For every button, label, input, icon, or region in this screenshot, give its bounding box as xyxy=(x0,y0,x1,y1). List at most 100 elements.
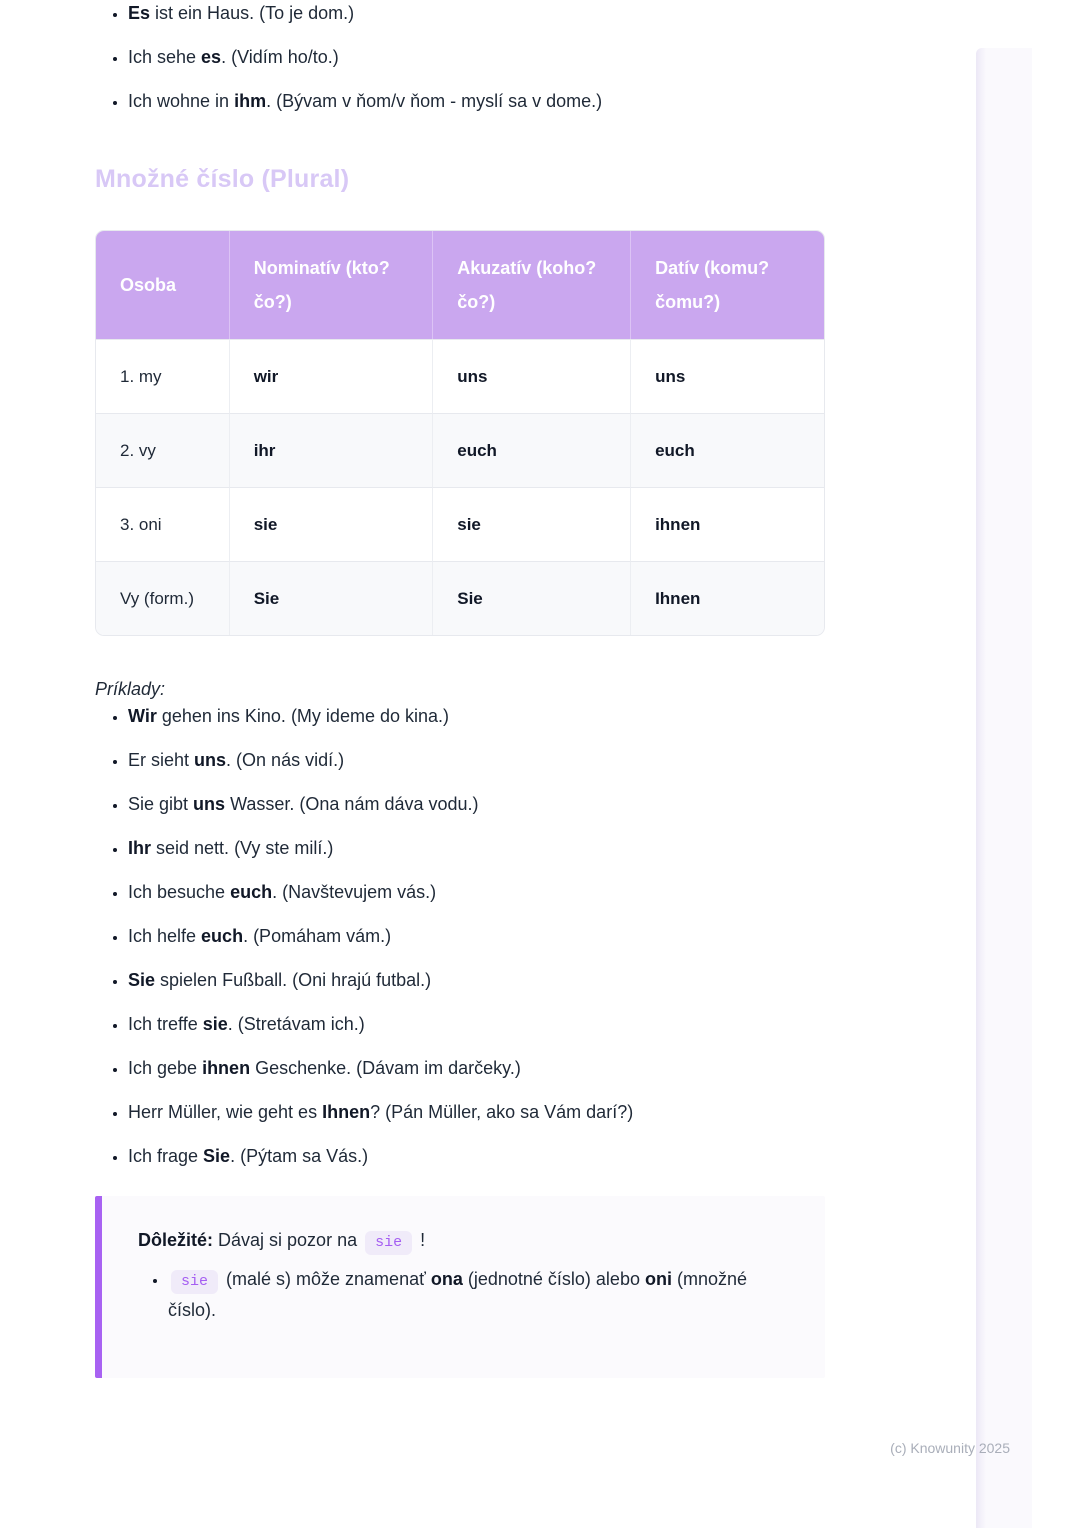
bold-text: uns xyxy=(194,750,227,770)
text-segment: Ich besuche xyxy=(128,882,231,902)
text-segment: Herr Müller, wie geht es xyxy=(128,1102,323,1122)
text-segment: ! xyxy=(415,1230,426,1250)
pronoun-cell: ihr xyxy=(229,413,434,487)
pronoun-cell: euch xyxy=(631,413,824,487)
text-segment: Ich sehe xyxy=(128,47,202,67)
pronoun-cell: Ihnen xyxy=(631,561,824,635)
table-header-cell: Nominatív (kto? čo?) xyxy=(229,231,434,339)
text-segment: Wasser. (Ona nám dáva vodu.) xyxy=(225,794,479,814)
bold-text: ihnen xyxy=(202,1058,251,1078)
list-item: Ich frage Sie. (Pýtam sa Vás.) xyxy=(128,1143,825,1170)
table-head: Osoba Nominatív (kto? čo?) Akuzatív (koho?… xyxy=(96,231,824,339)
pronoun-cell: wir xyxy=(229,339,434,413)
inline-code-chip: sie xyxy=(171,1270,219,1294)
text-segment: (jednotné číslo) alebo xyxy=(462,1269,645,1289)
list-item: Ihr seid nett. (Vy ste milí.) xyxy=(128,835,825,862)
text-segment: seid nett. (Vy ste milí.) xyxy=(151,838,334,858)
list-item: Herr Müller, wie geht es Ihnen? (Pán Mül… xyxy=(128,1099,825,1126)
text-segment: Ich gebe xyxy=(128,1058,203,1078)
examples-bullet-list: Wir gehen ins Kino. (My ideme do kina.) E… xyxy=(95,703,825,1170)
pronoun-cell: sie xyxy=(229,487,434,561)
list-item: Er sieht uns. (On nás vidí.) xyxy=(128,747,825,774)
text-segment: (množné číslo). xyxy=(168,1269,748,1320)
text-segment: ist ein Haus. (To je dom.) xyxy=(150,3,355,23)
text-segment: Ich helfe xyxy=(128,926,202,946)
person-cell: 1. my xyxy=(96,339,230,413)
text-segment: . (Stretávam ich.) xyxy=(227,1014,365,1034)
table-body: 1. my wir uns uns 2. vy ihr euch euch 3. oni sie s… xyxy=(96,339,824,635)
text-segment: Ich frage xyxy=(128,1146,204,1166)
text-segment: spielen Fußball. (Oni hrajú futbal.) xyxy=(155,970,432,990)
list-item: sie (malé s) môže znamenať ona (jednotné… xyxy=(168,1264,797,1326)
list-item: Ich wohne in ihm. (Bývam v ňom/v ňom - m… xyxy=(128,88,825,115)
pronoun-cell: ihnen xyxy=(631,487,824,561)
list-item: Es ist ein Haus. (To je dom.) xyxy=(128,0,825,27)
table-row: 3. oni sie sie ihnen xyxy=(96,487,824,561)
table-row: 1. my wir uns uns xyxy=(96,339,824,413)
text-segment: . (Pýtam sa Vás.) xyxy=(230,1146,369,1166)
list-item: Ich sehe es. (Vidím ho/to.) xyxy=(128,44,825,71)
text-segment: Ich treffe xyxy=(128,1014,203,1034)
document-content: Es ist ein Haus. (To je dom.) Ich sehe es… xyxy=(95,0,825,1378)
text-segment: . (Vidím ho/to.) xyxy=(221,47,339,67)
section-heading: Množné číslo (Plural) xyxy=(95,165,350,193)
text-segment: Sie gibt xyxy=(128,794,194,814)
important-callout: Dôležité: Dávaj si pozor na sie ! sie (m… xyxy=(95,1196,825,1378)
examples-label: Príklady: xyxy=(95,679,166,699)
callout-title: Dôležité: Dávaj si pozor na sie ! xyxy=(138,1225,797,1255)
text-segment: Ich wohne in xyxy=(128,91,235,111)
copyright-label: (c) Knowunity 2025 xyxy=(890,1440,1010,1456)
inline-code-chip: sie xyxy=(365,1231,413,1255)
bold-text: Ihr xyxy=(128,838,152,858)
pronoun-cell: Sie xyxy=(433,561,632,635)
text-segment: Geschenke. (Dávam im darčeky.) xyxy=(250,1058,521,1078)
plural-pronoun-table: Osoba Nominatív (kto? čo?) Akuzatív (koho?… xyxy=(95,230,825,636)
text-segment: . (Pomáham vám.) xyxy=(243,926,392,946)
pronoun-cell: uns xyxy=(433,339,632,413)
pronoun-cell: sie xyxy=(433,487,632,561)
callout-bullet-list: sie (malé s) môže znamenať ona (jednotné… xyxy=(138,1264,797,1326)
text-segment: Er sieht xyxy=(128,750,195,770)
bold-text: ona xyxy=(430,1269,463,1289)
table-row: Vy (form.) Sie Sie Ihnen xyxy=(96,561,824,635)
bold-text: Sie xyxy=(128,970,156,990)
bold-text: Ihnen xyxy=(322,1102,371,1122)
text-segment: Dávaj si pozor na xyxy=(213,1230,363,1250)
text-segment: gehen ins Kino. (My ideme do kina.) xyxy=(156,706,449,726)
text-segment: . (Navštevujem vás.) xyxy=(272,882,437,902)
table-header-cell: Datív (komu? čomu?) xyxy=(631,231,824,339)
table-header-cell: Akuzatív (koho? čo?) xyxy=(433,231,632,339)
bold-text: euch xyxy=(230,882,273,902)
bold-text: euch xyxy=(201,926,244,946)
table-header-row: Osoba Nominatív (kto? čo?) Akuzatív (koho?… xyxy=(96,231,824,339)
bold-text: Dôležité: xyxy=(138,1230,214,1250)
bold-text: uns xyxy=(193,794,226,814)
bold-text: Wir xyxy=(128,706,157,726)
list-item: Sie spielen Fußball. (Oni hrajú futbal.) xyxy=(128,967,825,994)
bold-text: sie xyxy=(202,1014,228,1034)
text-segment: (malé s) môže znamenať xyxy=(221,1269,431,1289)
list-item: Ich helfe euch. (Pomáham vám.) xyxy=(128,923,825,950)
text-segment: ? (Pán Müller, ako sa Vám darí?) xyxy=(370,1102,634,1122)
list-item: Ich gebe ihnen Geschenke. (Dávam im darč… xyxy=(128,1055,825,1082)
list-item: Wir gehen ins Kino. (My ideme do kina.) xyxy=(128,703,825,730)
next-page-edge-strip xyxy=(976,48,1032,1528)
text-segment: . (Bývam v ňom/v ňom - myslí sa v dome.) xyxy=(266,91,603,111)
person-cell: 3. oni xyxy=(96,487,230,561)
bold-text: Sie xyxy=(203,1146,231,1166)
person-cell: Vy (form.) xyxy=(96,561,230,635)
table-row: 2. vy ihr euch euch xyxy=(96,413,824,487)
pronoun-cell: uns xyxy=(631,339,824,413)
bold-text: ihm xyxy=(234,91,267,111)
list-item: Ich treffe sie. (Stretávam ich.) xyxy=(128,1011,825,1038)
bold-text: oni xyxy=(644,1269,672,1289)
person-cell: 2. vy xyxy=(96,413,230,487)
intro-bullet-list: Es ist ein Haus. (To je dom.) Ich sehe es… xyxy=(95,0,825,115)
pronoun-cell: Sie xyxy=(229,561,434,635)
table-header-cell: Osoba xyxy=(96,231,230,339)
list-item: Sie gibt uns Wasser. (Ona nám dáva vodu.… xyxy=(128,791,825,818)
text-segment: . (On nás vidí.) xyxy=(226,750,345,770)
bold-text: Es xyxy=(128,3,151,23)
pronoun-cell: euch xyxy=(433,413,632,487)
bold-text: es xyxy=(201,47,222,67)
